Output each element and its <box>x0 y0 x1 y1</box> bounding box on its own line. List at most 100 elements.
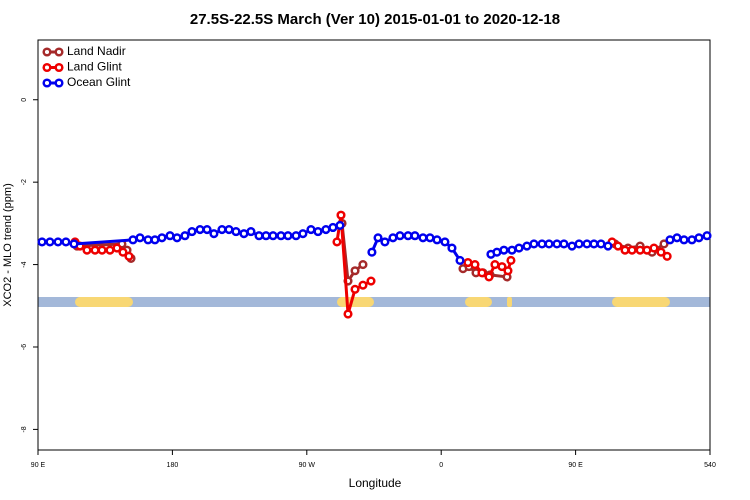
data-point <box>694 233 704 243</box>
data-point <box>679 235 689 245</box>
y-tick-label: -6 <box>21 344 28 350</box>
data-point <box>53 237 63 247</box>
data-point <box>373 233 383 243</box>
data-point <box>522 241 532 251</box>
x-axis-label: Longitude <box>349 476 402 490</box>
data-point <box>291 231 301 241</box>
data-point <box>128 235 138 245</box>
data-point <box>321 224 331 235</box>
data-point <box>596 239 606 249</box>
data-point <box>37 237 47 247</box>
data-point <box>463 257 473 268</box>
data-point <box>231 227 241 237</box>
data-point <box>506 255 516 266</box>
data-point <box>388 233 398 243</box>
data-point <box>61 237 71 247</box>
data-point <box>477 268 487 278</box>
data-point <box>529 239 539 249</box>
data-point <box>649 243 659 253</box>
data-point <box>490 260 500 270</box>
data-point <box>112 243 122 253</box>
data-point <box>135 233 145 243</box>
data-point <box>343 309 353 319</box>
data-point <box>298 229 308 239</box>
data-point <box>447 243 457 253</box>
data-point <box>395 231 405 241</box>
legend-marker <box>42 47 52 57</box>
data-point <box>499 245 509 255</box>
data-point <box>157 233 167 243</box>
data-point <box>432 235 442 245</box>
y-tick-label: 0 <box>21 98 28 102</box>
data-point <box>544 239 554 249</box>
data-point <box>187 227 197 237</box>
data-point <box>470 260 480 270</box>
x-tick-label: 90 E <box>31 462 46 469</box>
land-band <box>337 297 374 307</box>
x-tick-label: 0 <box>439 462 443 469</box>
data-point <box>358 280 368 290</box>
data-point <box>195 224 205 235</box>
data-point <box>82 245 92 255</box>
data-point <box>254 231 264 241</box>
data-point <box>165 231 175 241</box>
data-point <box>246 227 256 237</box>
data-point <box>350 284 360 294</box>
x-tick-label: 90 E <box>568 462 583 469</box>
data-point <box>97 245 107 255</box>
data-point <box>665 235 675 245</box>
data-point <box>455 255 465 266</box>
data-point <box>613 241 623 251</box>
data-point <box>537 239 547 249</box>
data-point <box>659 239 669 249</box>
data-point <box>367 247 377 257</box>
data-point <box>124 251 134 261</box>
data-point <box>425 233 435 243</box>
legend-label: Land Glint <box>67 60 122 74</box>
data-point <box>403 231 413 241</box>
data-point <box>642 245 652 255</box>
data-point <box>332 237 342 247</box>
legend-marker <box>54 62 64 73</box>
data-point <box>567 241 577 251</box>
data-point <box>514 243 524 253</box>
land-band <box>75 297 133 307</box>
x-tick-label: 90 W <box>299 462 316 469</box>
data-point <box>440 237 450 247</box>
land-band <box>612 297 670 307</box>
data-point <box>366 276 376 286</box>
data-point <box>268 231 278 241</box>
y-axis-label: XCO2 - MLO trend (ppm) <box>2 183 14 306</box>
data-point <box>335 220 345 230</box>
surface-band <box>38 297 710 307</box>
data-point <box>239 229 249 239</box>
data-point <box>118 247 128 257</box>
data-point <box>635 245 645 255</box>
data-point <box>217 224 227 235</box>
data-point <box>582 239 592 249</box>
data-point <box>484 272 494 282</box>
legend-marker <box>42 78 52 88</box>
data-point <box>180 231 190 241</box>
data-point <box>336 210 346 220</box>
data-point <box>589 239 599 249</box>
legend-marker <box>54 78 64 88</box>
x-tick-label: 180 <box>167 462 179 469</box>
x-tick-label: 540 <box>704 462 716 469</box>
data-point <box>45 237 55 247</box>
data-point <box>143 235 153 245</box>
data-point <box>672 233 682 243</box>
data-point <box>350 266 360 276</box>
data-point <box>209 229 219 239</box>
data-point <box>380 237 390 247</box>
data-point <box>503 266 513 276</box>
data-point <box>90 245 100 255</box>
data-point <box>559 239 569 249</box>
data-point <box>202 224 212 235</box>
data-point <box>276 231 286 241</box>
data-point <box>261 231 271 241</box>
data-point <box>105 245 115 255</box>
legend-label: Land Nadir <box>67 44 126 58</box>
data-point <box>172 233 182 243</box>
plot-frame <box>37 39 711 451</box>
